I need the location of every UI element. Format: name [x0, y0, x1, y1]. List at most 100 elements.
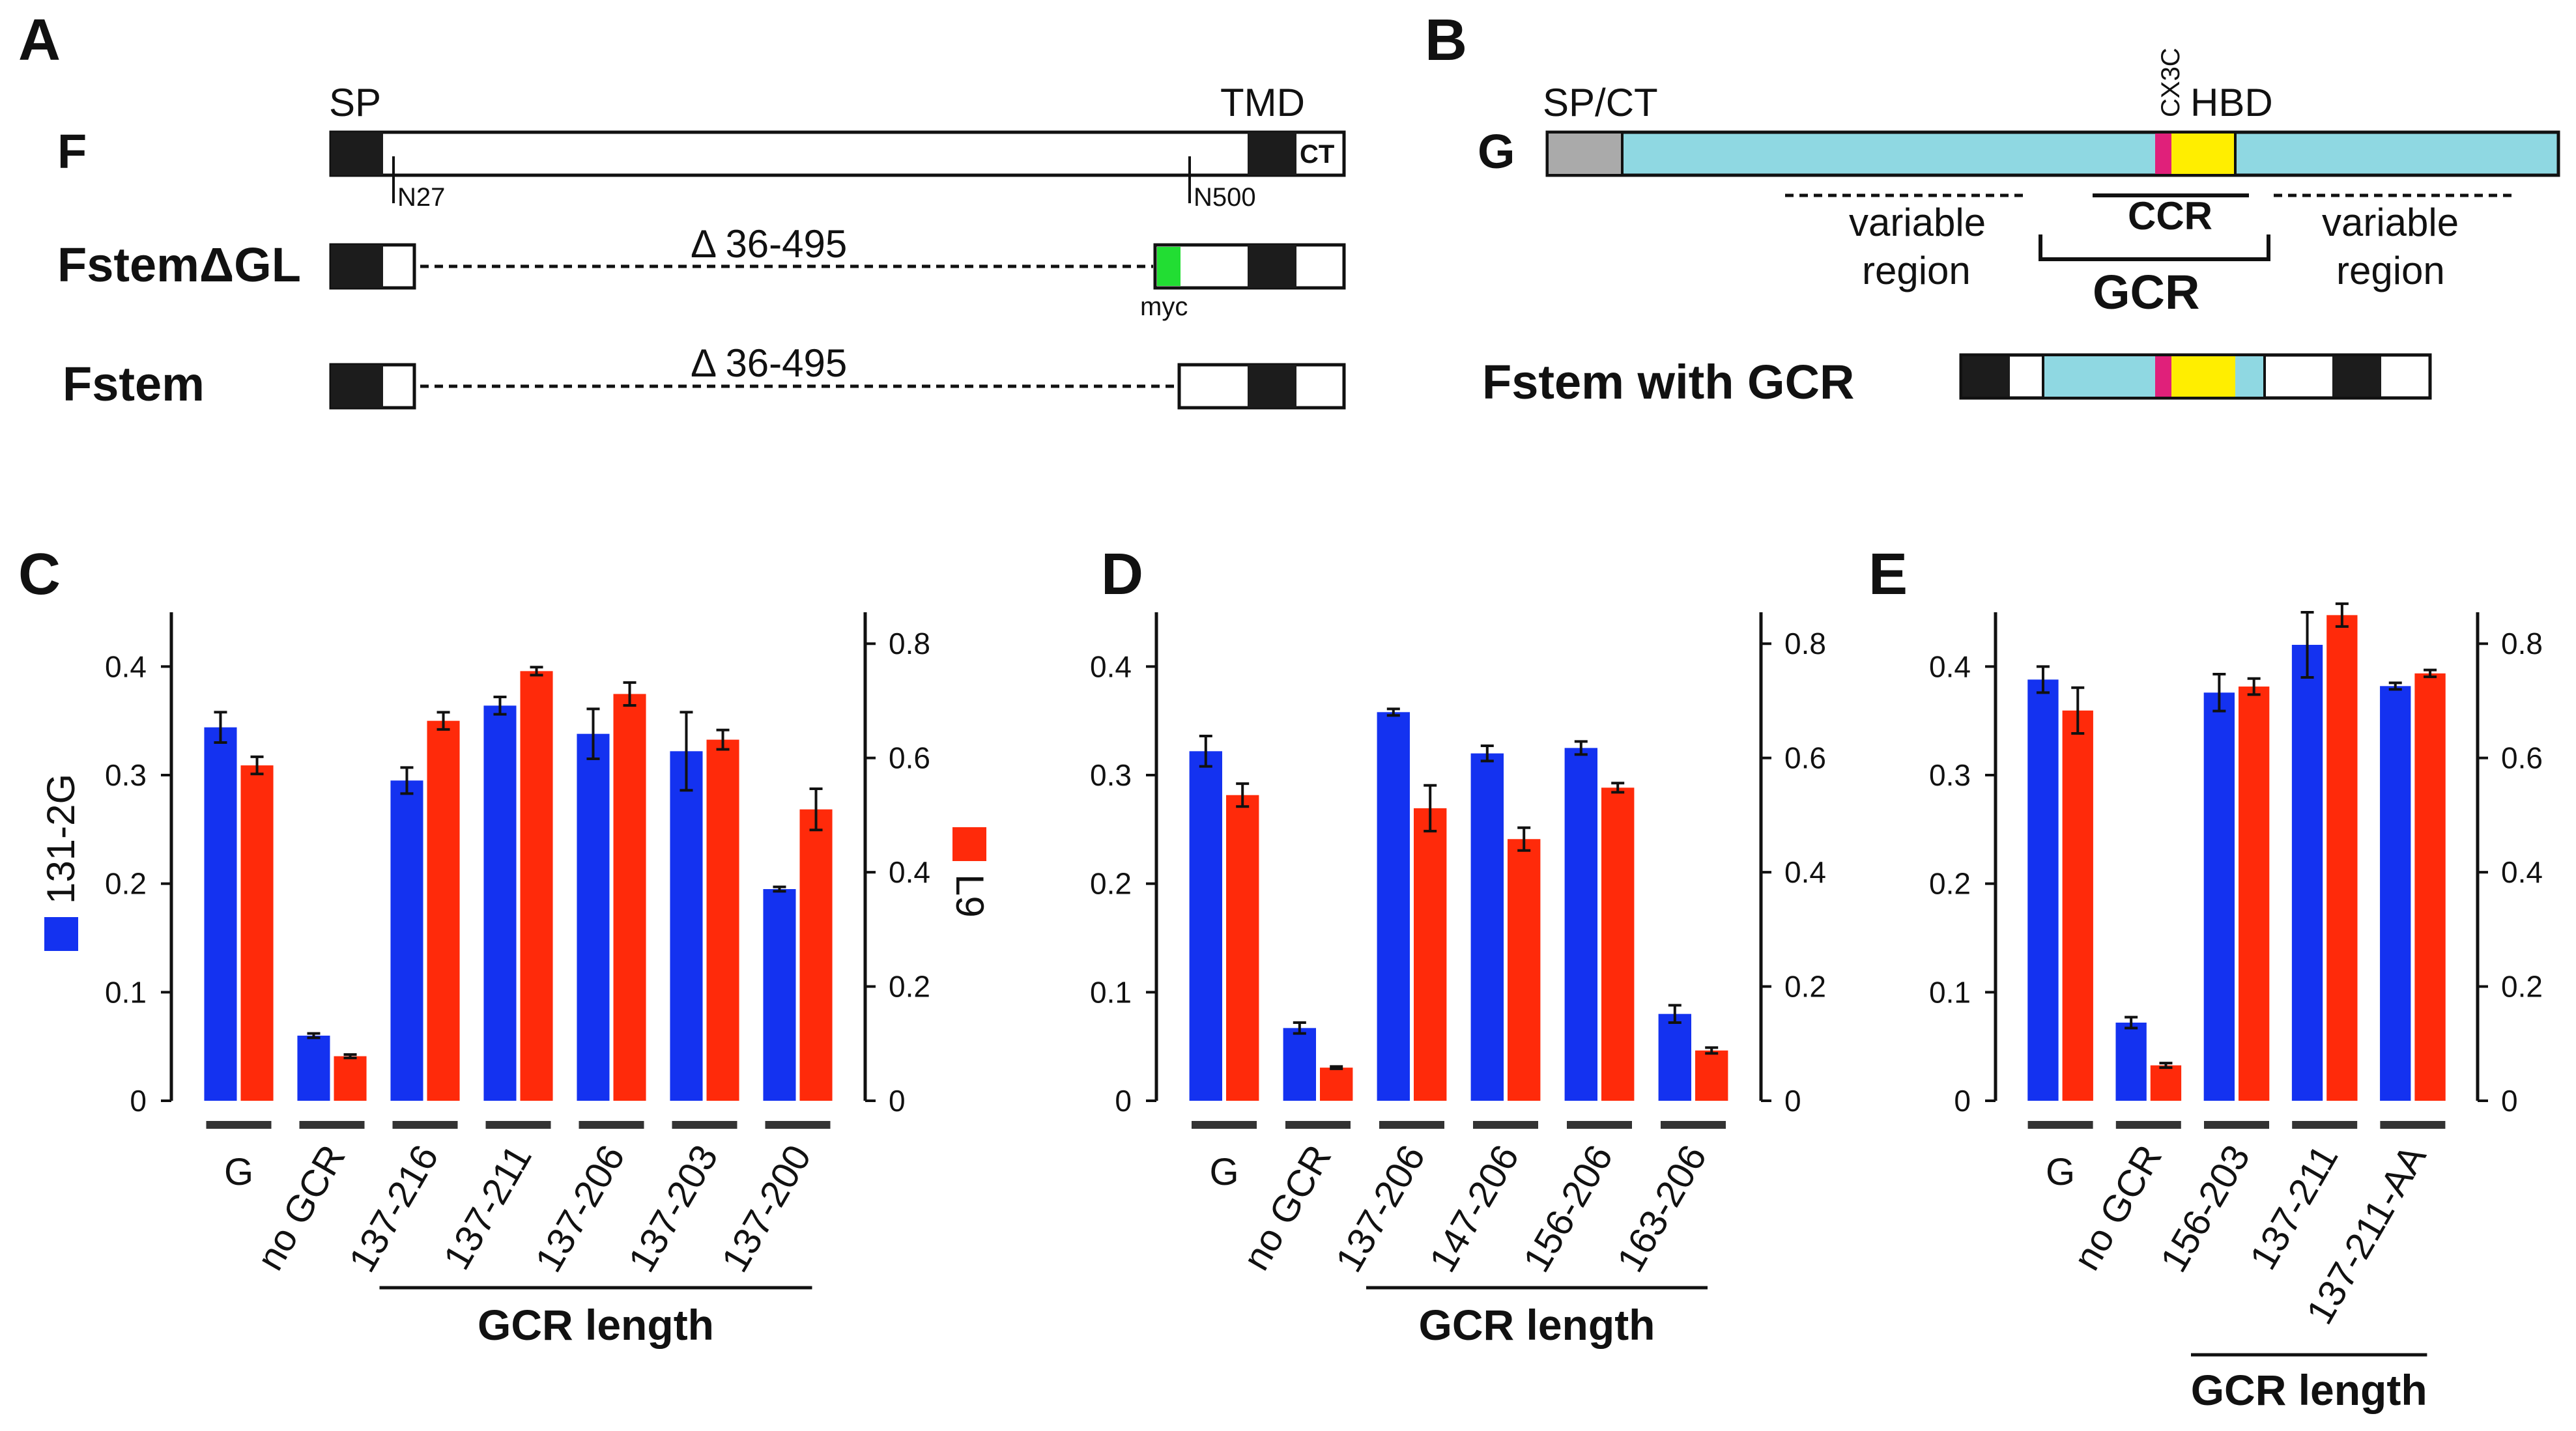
y-left-tick-label: 0	[1115, 1084, 1132, 1118]
sp-label: SP	[329, 81, 381, 124]
y-right-tick-label: 0.6	[1784, 741, 1826, 775]
legend-swatch-131-2g	[44, 917, 78, 951]
fstem-tmd-block	[1248, 365, 1296, 408]
bar-131-2g	[204, 727, 237, 1101]
f-protein-bar	[329, 130, 1346, 177]
bar-l9	[1508, 839, 1541, 1101]
row-label-fstem: Fstem	[63, 357, 205, 411]
n27-label: N27	[397, 183, 445, 212]
fstem-dgl-sp-block	[331, 245, 383, 288]
fstem-gcr-hbd-block	[2171, 356, 2235, 397]
hbd-block	[2171, 134, 2235, 174]
variable-right-label-2: region	[2336, 249, 2445, 292]
y-left-tick-label: 0.2	[1090, 867, 1132, 901]
y-left-tick-label: 0.1	[1929, 975, 1971, 1009]
bar-l9	[1695, 1050, 1728, 1101]
deletion-label-1: Δ 36-495	[691, 222, 847, 266]
y-right-tick-label: 0	[889, 1084, 906, 1118]
bar-l9	[2062, 710, 2093, 1101]
y-left-tick-label: 0.3	[1090, 758, 1132, 792]
category-label: 137-216	[341, 1138, 447, 1279]
variable-left-label-1: variable	[1849, 201, 1986, 244]
legend-label-131-2g: 131-2G	[39, 774, 83, 904]
category-label: 156-206	[1515, 1138, 1622, 1279]
bar-131-2g	[297, 1036, 330, 1101]
cx3c-block	[2155, 134, 2171, 174]
bar-131-2g	[2027, 679, 2059, 1101]
bar-l9	[1320, 1068, 1353, 1101]
bar-131-2g	[2203, 692, 2235, 1101]
gcr-bracket	[2039, 234, 2270, 261]
panel-label-c: C	[18, 542, 61, 607]
bar-131-2g	[763, 889, 796, 1101]
y-left-tick-label: 0	[130, 1084, 147, 1118]
bar-131-2g	[1470, 753, 1504, 1101]
panel-label-a: A	[18, 8, 61, 73]
y-right-tick-label: 0.2	[2501, 970, 2543, 1004]
f-sp-block	[331, 132, 383, 175]
fstem-sp-block	[331, 365, 383, 408]
y-right-tick-label: 0.6	[2501, 741, 2543, 775]
y-right-tick-label: 0.4	[1784, 855, 1826, 889]
y-right-tick-label: 0.4	[2501, 855, 2543, 889]
bar-131-2g	[1377, 712, 1410, 1101]
bar-l9	[799, 809, 833, 1101]
y-left-tick-label: 0.2	[1929, 867, 1971, 901]
fstem-dgl-tmd-block	[1248, 245, 1296, 288]
y-left-tick-label: 0.2	[105, 867, 147, 901]
bar-l9	[2239, 687, 2270, 1101]
y-left-tick-label: 0.1	[1090, 975, 1132, 1009]
bar-l9	[2150, 1065, 2182, 1101]
hbd-label: HBD	[2190, 81, 2273, 124]
panel-a: A SP TMD F CT N27 N500 FstemΔGL Δ 36-495…	[18, 8, 1346, 411]
bar-131-2g	[390, 780, 423, 1101]
n500-label: N500	[1194, 183, 1256, 212]
bar-l9	[427, 720, 460, 1101]
chart-d: 0 0.1 0.2 0.3 0.4 0 0.2 0.4 0.6 0.8 Gno GCR137-206…	[1090, 612, 1826, 1349]
bar-131-2g	[2380, 686, 2411, 1101]
f-tmd-block	[1248, 132, 1296, 175]
bar-131-2g	[1564, 748, 1597, 1101]
y-right-tick-label: 0.6	[889, 741, 930, 775]
bar-l9	[334, 1056, 367, 1101]
deletion-label-2: Δ 36-495	[691, 341, 847, 385]
fstem-gcr-sp-block	[1962, 356, 2010, 397]
y-right-tick-label: 0	[1784, 1084, 1801, 1118]
category-label: 137-206	[527, 1138, 633, 1279]
spct-block	[1549, 134, 1622, 174]
panel-b: B G SP/CT CX3C HBD variable region CCR v…	[1425, 8, 2560, 409]
category-label: G	[2046, 1151, 2075, 1193]
bar-131-2g	[483, 705, 517, 1101]
bar-131-2g	[2291, 645, 2323, 1101]
y-left-tick-label: 0.4	[105, 649, 147, 683]
y-left-tick-label: 0.3	[1929, 758, 1971, 792]
y-left-tick-label: 0.3	[105, 758, 147, 792]
bar-131-2g	[2115, 1023, 2147, 1101]
panel-label-d: D	[1101, 542, 1143, 607]
category-label: 137-203	[620, 1138, 726, 1279]
g-label: G	[1478, 124, 1515, 178]
fstem-gcr-cx3c-block	[2155, 356, 2171, 397]
bar-131-2g	[1658, 1013, 1691, 1101]
g-protein-bar	[1545, 130, 2560, 177]
panel-label-e: E	[1868, 542, 1908, 607]
bar-l9	[520, 671, 553, 1101]
fstem-gcr-tmd-block	[2332, 356, 2381, 397]
legend-label-l9: L9	[948, 874, 992, 918]
x-axis-label: GCR length	[2191, 1366, 2427, 1414]
bar-l9	[1414, 808, 1447, 1101]
category-label: 137-206	[1328, 1138, 1434, 1279]
myc-label: myc	[1140, 292, 1188, 321]
chart-c: 0 0.1 0.2 0.3 0.4 0 0.2 0.4 0.6 0.8 Gno GCR137-216…	[105, 612, 930, 1349]
y-right-tick-label: 0.8	[2501, 627, 2543, 660]
y-right-tick-label: 0.4	[889, 855, 930, 889]
variable-right-label-1: variable	[2322, 201, 2459, 244]
y-right-tick-label: 0	[2501, 1084, 2518, 1118]
bar-l9	[2326, 615, 2358, 1101]
tmd-label: TMD	[1220, 81, 1305, 124]
cx3c-label: CX3C	[2156, 48, 2185, 117]
y-left-tick-label: 0.4	[1929, 649, 1971, 683]
bar-131-2g	[670, 751, 703, 1101]
y-right-tick-label: 0.8	[889, 627, 930, 660]
